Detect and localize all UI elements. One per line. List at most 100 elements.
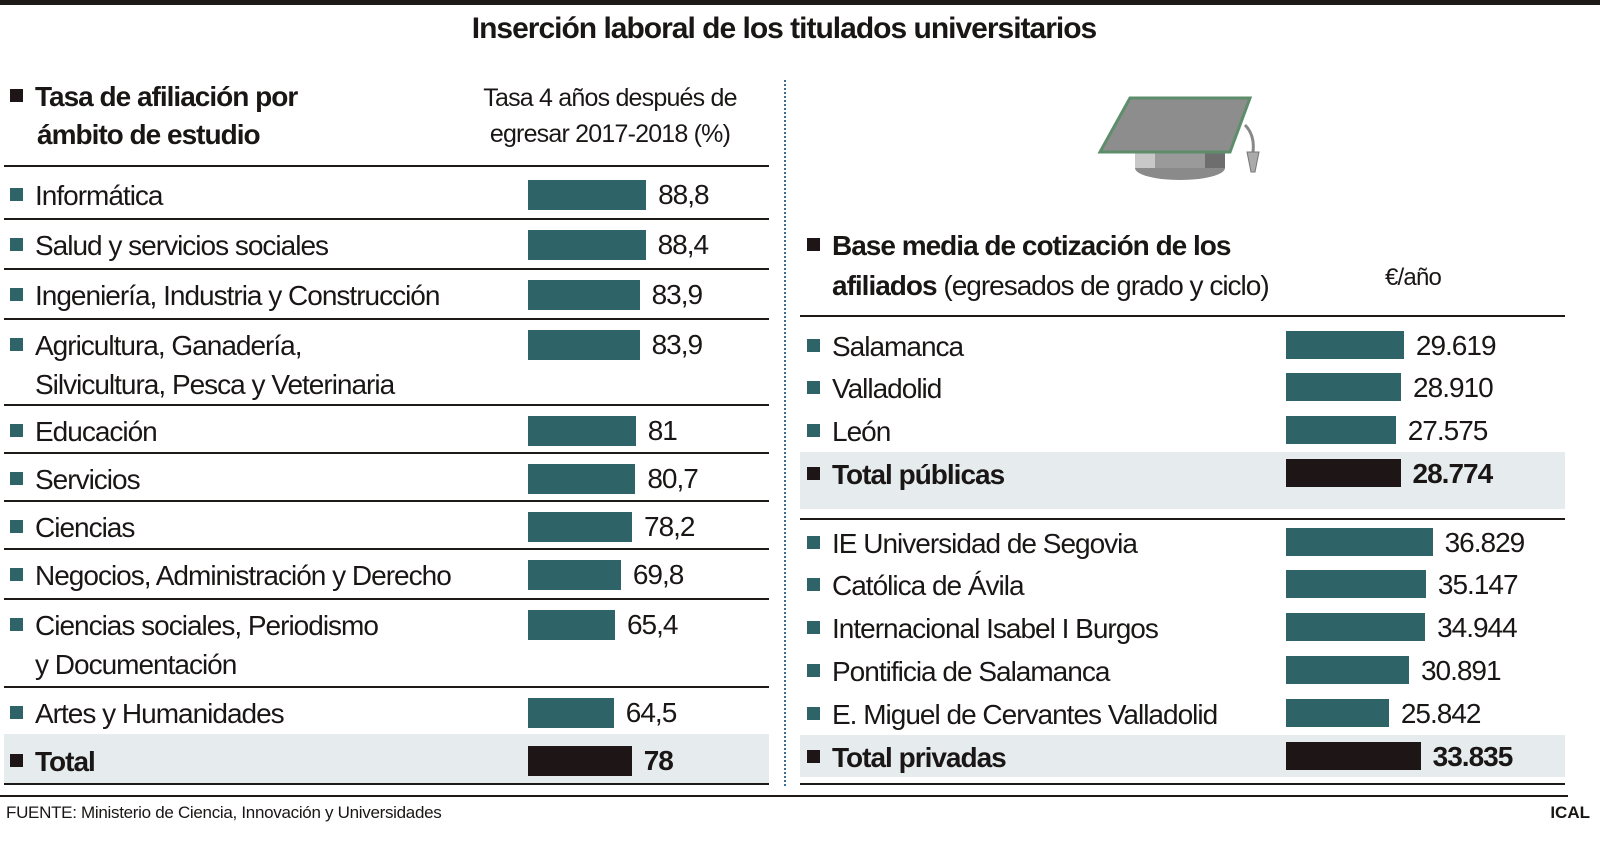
category-label-text: Ingeniería, Industria y Construcción — [35, 280, 440, 311]
bar — [528, 746, 632, 776]
category-label-text: Total — [35, 746, 96, 777]
right-title-line2: afiliados (egresados de grado y ciclo) — [832, 270, 1270, 301]
bullet-icon — [807, 339, 820, 353]
bullet-icon — [10, 568, 23, 582]
bullet-icon — [10, 472, 23, 486]
category-label: Valladolid — [807, 369, 942, 408]
page-title: Inserción laboral de los titulados unive… — [471, 12, 1098, 45]
category-label: Informática — [10, 176, 163, 215]
bullet-icon — [10, 618, 23, 632]
left-title: Tasa de afiliación por — [10, 78, 298, 116]
category-label: Total públicas — [807, 455, 1005, 494]
value-label: 30.891 — [1420, 655, 1502, 686]
value-label: 88,8 — [658, 179, 709, 210]
bullet-icon — [10, 288, 23, 302]
category-label-text: Internacional Isabel I Burgos — [832, 613, 1159, 644]
row-rule — [4, 598, 769, 600]
footer-rule — [0, 795, 1568, 797]
category-label: Pontificia de Salamanca — [807, 652, 1110, 691]
category-label: Agricultura, Ganadería, — [10, 326, 302, 365]
category-label: León — [807, 412, 891, 451]
bar — [528, 230, 646, 260]
category-label-text: León — [832, 416, 891, 447]
value-label: 78 — [643, 745, 674, 776]
bar — [528, 180, 647, 210]
total-band — [800, 452, 1565, 509]
category-label: Total — [10, 742, 96, 781]
bullet-icon — [10, 754, 23, 768]
bar — [528, 698, 614, 728]
category-label-text: E. Miguel de Cervantes Valladolid — [832, 699, 1218, 730]
category-label: Católica de Ávila — [807, 566, 1025, 605]
right-header-rule — [800, 315, 1565, 317]
bullet-icon — [10, 424, 23, 438]
bar — [1286, 570, 1426, 598]
bar — [528, 464, 636, 494]
source-note: FUENTE: Ministerio de Ciencia, Innovació… — [6, 803, 442, 822]
bar — [1286, 459, 1401, 487]
category-label: Educación — [10, 412, 158, 451]
bullet-icon — [807, 467, 820, 481]
value-label: 33.835 — [1432, 741, 1514, 772]
bullet-icon — [807, 536, 820, 550]
credit: ICAL — [1550, 803, 1590, 822]
bar — [528, 416, 636, 446]
category-label-text: Ciencias — [35, 512, 135, 543]
category-label: Salamanca — [807, 327, 964, 366]
bullet-icon — [10, 706, 23, 720]
right-title: Base media de cotización de los — [807, 227, 1231, 265]
category-label: Servicios — [10, 460, 141, 499]
category-label-text: Artes y Humanidades — [35, 698, 285, 729]
category-label-text: Católica de Ávila — [832, 570, 1025, 601]
category-label-text: Educación — [35, 416, 158, 447]
value-label: 83,9 — [651, 329, 703, 360]
value-label: 78,2 — [644, 511, 695, 542]
bullet-icon — [10, 188, 23, 202]
row-rule — [4, 218, 769, 220]
category-label-text: Agricultura, Ganadería, — [35, 330, 302, 361]
category-label: Internacional Isabel I Burgos — [807, 609, 1159, 648]
total-band — [4, 734, 769, 783]
value-label: 29.619 — [1415, 330, 1497, 361]
category-label: Ingeniería, Industria y Construcción — [10, 276, 440, 315]
bar — [1286, 699, 1389, 727]
row-rule — [4, 783, 769, 785]
value-label: 65,4 — [626, 609, 678, 640]
row-rule — [4, 404, 769, 406]
bullet-icon — [807, 750, 820, 764]
bullet-icon — [10, 238, 23, 252]
left-header-rule — [4, 165, 769, 167]
row-rule — [4, 548, 769, 550]
category-label-text: Servicios — [35, 464, 141, 495]
bar — [1286, 373, 1402, 401]
category-label: Artes y Humanidades — [10, 694, 285, 733]
bullet-icon — [807, 621, 820, 635]
category-label-text: Pontificia de Salamanca — [832, 656, 1110, 687]
value-label: 80,7 — [647, 463, 698, 494]
bar — [1286, 528, 1433, 556]
row-rule — [4, 318, 769, 320]
value-label: 81 — [647, 415, 678, 446]
bar — [1286, 656, 1409, 684]
bullet-icon — [807, 424, 820, 438]
category-label-text: Total privadas — [832, 742, 1007, 773]
group-rule — [800, 518, 1565, 520]
value-label: 35.147 — [1437, 569, 1519, 600]
bar — [528, 330, 640, 360]
value-label: 34.944 — [1437, 612, 1518, 643]
category-label-text: Ciencias sociales, Periodismo — [35, 610, 379, 641]
category-label: Salud y servicios sociales — [10, 226, 329, 265]
category-label-text: Salamanca — [832, 331, 964, 362]
row-rule — [4, 452, 769, 454]
category-label-text: Negocios, Administración y Derecho — [35, 560, 452, 591]
category-label-text: Total públicas — [832, 459, 1005, 490]
panel-divider — [784, 80, 786, 786]
category-label-line2: y Documentación — [35, 649, 237, 680]
bullet-icon — [10, 89, 23, 103]
category-label-line2: Silvicultura, Pesca y Veterinaria — [35, 369, 395, 400]
bar — [1286, 613, 1426, 641]
bar — [528, 512, 632, 542]
left-title-line2: ámbito de estudio — [37, 119, 261, 150]
value-label: 69,8 — [632, 559, 684, 590]
bar — [528, 610, 615, 640]
